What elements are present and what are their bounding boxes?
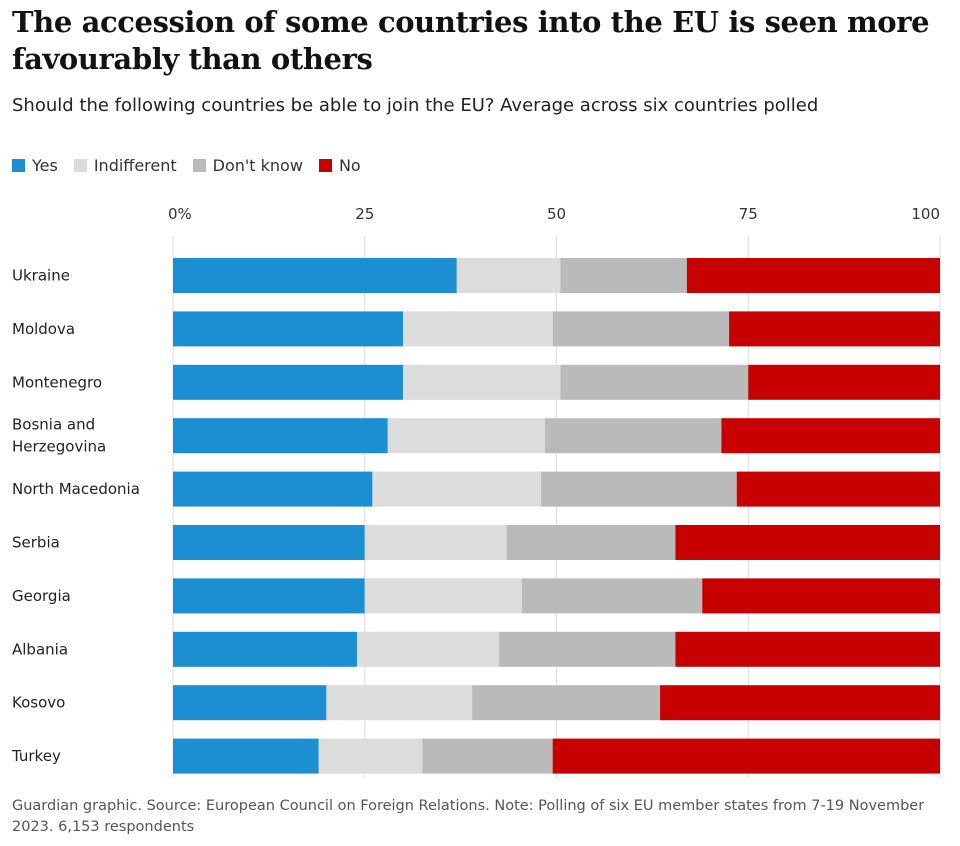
x-tick-label: 50 bbox=[547, 205, 566, 223]
bar-segment-yes bbox=[173, 631, 358, 667]
legend-item-dont-know: Don't know bbox=[192, 156, 303, 175]
bar-segment-don-t-know bbox=[498, 631, 676, 667]
bar-segment-indifferent bbox=[364, 578, 522, 614]
bar-segment-no bbox=[660, 685, 940, 721]
bar-segment-indifferent bbox=[357, 631, 499, 667]
bar-segment-yes bbox=[173, 578, 365, 614]
bar-segment-indifferent bbox=[403, 364, 561, 400]
legend: Yes Indifferent Don't know No bbox=[12, 156, 377, 175]
bar-segment-no bbox=[721, 418, 940, 454]
bar-segment-yes bbox=[173, 258, 457, 293]
bar-segment-yes bbox=[173, 311, 404, 347]
bar-segment-don-t-know bbox=[560, 364, 749, 400]
category-label: Ukraine bbox=[12, 267, 70, 285]
chart-subtitle: Should the following countries be able t… bbox=[12, 95, 819, 116]
category-label-line: Herzegovina bbox=[12, 438, 106, 456]
bar-segment-don-t-know bbox=[521, 578, 703, 614]
x-tick-label: 25 bbox=[355, 205, 374, 223]
legend-swatch-yes bbox=[12, 159, 25, 172]
bar-segment-indifferent bbox=[318, 738, 423, 774]
bar-segment-yes bbox=[173, 525, 365, 560]
bar-segment-indifferent bbox=[403, 311, 553, 347]
chart-title: The accession of some countries into the… bbox=[12, 5, 930, 76]
bar-segment-don-t-know bbox=[422, 738, 553, 774]
bar-segment-don-t-know bbox=[506, 525, 676, 560]
bar-segment-indifferent bbox=[372, 471, 542, 507]
bar-segment-yes bbox=[173, 364, 404, 400]
legend-label-indifferent: Indifferent bbox=[93, 156, 177, 175]
legend-item-no: No bbox=[318, 156, 361, 175]
bar-segment-don-t-know bbox=[541, 471, 737, 507]
bar-segment-no bbox=[748, 364, 940, 400]
bar-segment-no bbox=[675, 631, 940, 667]
bar-segment-indifferent bbox=[387, 418, 545, 454]
bar-segment-don-t-know bbox=[560, 258, 687, 293]
bar-segment-no bbox=[675, 525, 940, 560]
category-label: Montenegro bbox=[12, 373, 102, 391]
category-label: Bosnia and Herzegovina bbox=[12, 416, 106, 456]
bar-segment-yes bbox=[173, 738, 319, 774]
legend-label-dont-know: Don't know bbox=[212, 156, 303, 175]
category-label-line: Bosnia and bbox=[12, 416, 95, 434]
bar-segment-yes bbox=[173, 471, 373, 507]
bar-segment-no bbox=[702, 578, 940, 614]
category-label: Kosovo bbox=[12, 694, 65, 712]
bar-segment-no bbox=[686, 258, 940, 293]
legend-label-yes: Yes bbox=[32, 156, 58, 175]
bar-segment-don-t-know bbox=[472, 685, 661, 721]
category-label: Serbia bbox=[12, 534, 60, 552]
category-label: North Macedonia bbox=[12, 480, 140, 498]
x-tick-label: 100 bbox=[911, 205, 940, 223]
stacked-bar-chart: 0% 25 50 75 100 Ukraine Moldova Montenegro Bosni… bbox=[11, 205, 941, 778]
legend-swatch-indifferent bbox=[73, 159, 87, 172]
category-label: Georgia bbox=[12, 587, 71, 605]
bar-segment-don-t-know bbox=[544, 418, 722, 454]
category-label: Albania bbox=[12, 640, 68, 658]
bar-segment-yes bbox=[173, 685, 327, 721]
source-note: Guardian graphic. Source: European Counc… bbox=[12, 798, 925, 835]
bar-segment-no bbox=[736, 471, 940, 507]
legend-item-indifferent: Indifferent bbox=[73, 156, 177, 175]
legend-swatch-dont-know bbox=[192, 159, 206, 172]
x-tick-label: 0% bbox=[168, 205, 192, 223]
bar-segment-indifferent bbox=[364, 525, 507, 560]
legend-item-yes: Yes bbox=[12, 156, 58, 175]
bar-segment-don-t-know bbox=[552, 311, 730, 347]
category-label: Turkey bbox=[11, 747, 61, 765]
bar-segment-no bbox=[552, 738, 940, 774]
x-tick-label: 75 bbox=[739, 205, 758, 223]
bar-segment-indifferent bbox=[326, 685, 473, 721]
bar-segment-indifferent bbox=[456, 258, 561, 293]
category-label: Moldova bbox=[12, 320, 75, 338]
legend-swatch-no bbox=[318, 159, 332, 172]
bar-segment-yes bbox=[173, 418, 388, 454]
legend-label-no: No bbox=[338, 156, 361, 175]
bar-segment-no bbox=[729, 311, 940, 347]
